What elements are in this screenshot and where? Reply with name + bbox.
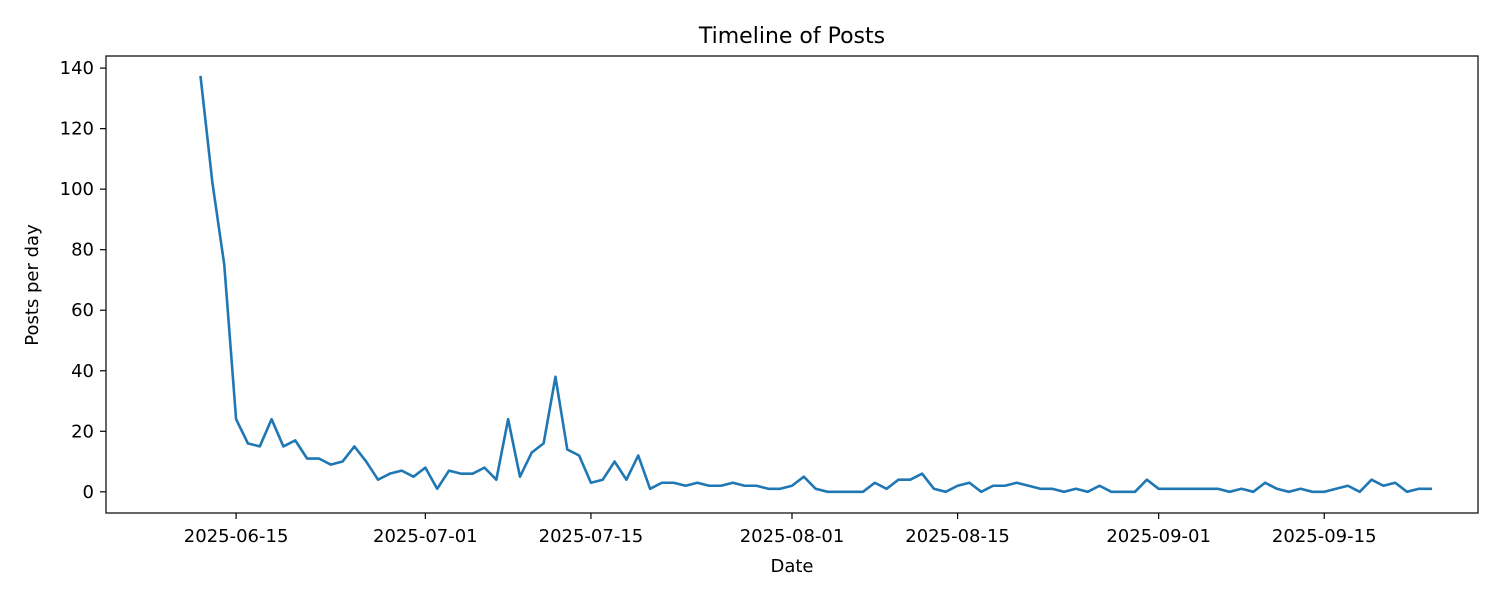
y-tick-label: 80 — [71, 240, 94, 261]
y-tick-label: 140 — [60, 58, 94, 79]
y-tick-label: 100 — [60, 179, 94, 200]
y-tick-label: 20 — [71, 421, 94, 442]
y-axis-label: Posts per day — [22, 224, 43, 346]
y-tick-label: 120 — [60, 119, 94, 140]
x-tick-label: 2025-08-01 — [740, 526, 845, 547]
plot-area: 2025-06-15 2025-07-01 2025-07-15 2025-08-01… — [60, 58, 1432, 547]
x-tick-label: 2025-07-01 — [373, 526, 478, 547]
x-tick-label: 2025-08-15 — [905, 526, 1010, 547]
x-tick-label: 2025-07-15 — [539, 526, 644, 547]
y-tick-label: 60 — [71, 300, 94, 321]
plot-frame — [105, 55, 1479, 514]
y-tick-label: 0 — [83, 482, 94, 503]
series-line-0 — [199, 75, 1432, 494]
x-tick-label: 2025-09-15 — [1272, 526, 1377, 547]
x-tick-label: 2025-06-15 — [184, 526, 289, 547]
x-tick-label: 2025-09-01 — [1106, 526, 1211, 547]
x-axis-label: Date — [770, 556, 813, 577]
chart-title: Timeline of Posts — [698, 24, 885, 49]
y-tick-label: 40 — [71, 361, 94, 382]
